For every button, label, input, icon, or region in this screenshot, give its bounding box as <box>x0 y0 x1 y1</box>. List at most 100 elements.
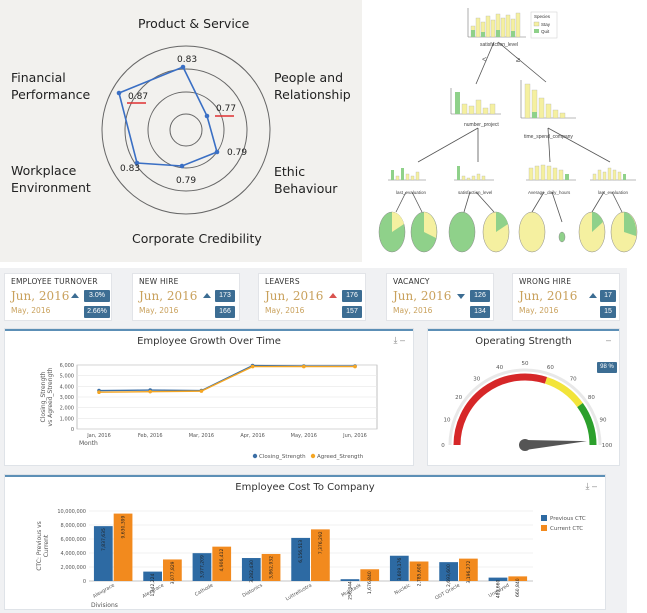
y-tick-label: 4,000,000 <box>61 551 86 557</box>
kpi-title: VACANCY <box>393 277 430 286</box>
tree-edge <box>475 41 495 85</box>
x-axis-label: Month <box>79 440 98 447</box>
x-tick-label: Luttrellustra <box>285 583 313 603</box>
tree-edge <box>591 191 605 213</box>
bar-current-ctc <box>113 513 133 581</box>
radar-label-financial: Financial Performance <box>11 70 91 102</box>
radar-polygon <box>118 65 218 167</box>
tree-node-satisfaction-2: satisfaction_level <box>454 166 494 195</box>
kpi-current-month: Jun, 2016 <box>11 289 70 303</box>
tree-node-daily-hours: Average_daily_hours <box>526 164 576 195</box>
radar-ring-core <box>169 113 203 147</box>
panel-tools[interactable]: – <box>605 335 611 345</box>
tree-edge <box>417 127 479 163</box>
y-tick-label: 1,000 <box>60 416 74 422</box>
panel-header: Operating Strength – <box>428 329 619 349</box>
radar-point <box>204 113 210 119</box>
growth-line-chart: 0 1,000 2,000 3,000 4,000 5,000 6,000 Jan, 2016… <box>40 363 378 460</box>
radar-label-ethic: Ethic Behaviour <box>274 164 338 196</box>
kpi-card-vacancy[interactable]: VACANCY Jun, 2016 May, 2016 126 134 <box>386 273 494 321</box>
tree-legend-title: Species <box>534 14 551 19</box>
legend-label: Agreed_Strength <box>317 454 364 460</box>
tree-edge <box>395 191 407 213</box>
bar-current-ctc <box>508 576 528 581</box>
kpi-title: WRONG HIRE <box>519 277 572 286</box>
data-point <box>353 364 357 369</box>
bar-data-label: 2,785,600 <box>417 563 423 586</box>
trend-down-icon <box>457 294 465 299</box>
radar-chart-panel: Product & Service Financial Performance … <box>0 0 362 262</box>
gauge-value-badge: 98 % <box>597 362 617 373</box>
radar-point <box>134 160 140 166</box>
kpi-current-month: Jun, 2016 <box>139 289 198 303</box>
leaf-pie-slice <box>424 212 437 238</box>
y-tick-label: 10,000,000 <box>57 509 86 515</box>
decision-tree-panel: < ≥ satisfaction_level Species Stay Quit <box>366 0 647 262</box>
tree-edge <box>411 191 423 213</box>
tree-edge <box>497 41 547 83</box>
radar-point <box>214 149 220 155</box>
kpi-current-month: Jun, 2016 <box>265 289 324 303</box>
kpi-card-wrong-hire[interactable]: WRONG HIRE Jun, 2016 May, 2016 17 15 <box>512 273 620 321</box>
bar-previous-ctc <box>241 558 261 581</box>
bar-data-label: 1,676,840 <box>367 571 373 594</box>
gauge-tick-label: 60 <box>547 365 554 371</box>
radar-point <box>116 90 122 96</box>
data-point <box>148 389 152 394</box>
y-tick-label: 5,000 <box>60 374 74 380</box>
x-tick-label: Jan, 2016 <box>86 433 111 439</box>
tree-node-root: satisfaction_level <box>467 8 526 48</box>
tree-legend: Species Stay Quit <box>530 11 558 39</box>
kpi-previous-value: 2.66% <box>84 306 110 318</box>
kpi-current-value: 173 <box>215 290 235 302</box>
gauge-tick-label: 90 <box>599 418 606 424</box>
x-tick-label: Nucleic <box>393 582 411 596</box>
bar-previous-ctc <box>389 555 409 581</box>
x-tick-label: Mar, 2016 <box>189 433 214 439</box>
bar-data-label: 2,693,600 <box>446 564 452 587</box>
legend-marker <box>310 453 316 459</box>
panel-tools[interactable]: ⤓ – <box>585 481 597 491</box>
bar-data-label: 3,077,829 <box>170 561 176 584</box>
y-tick-label: 6,000 <box>60 363 74 369</box>
y-tick-label: 2,000,000 <box>61 565 86 571</box>
bar-current-ctc <box>360 569 380 581</box>
x-tick-label: Diatonics <box>241 582 264 599</box>
tree-node-label: satisfaction_level <box>458 190 492 195</box>
trend-up-icon <box>203 293 211 298</box>
series-line-agreed-strength <box>98 365 355 393</box>
panel-header: Employee Cost To Company ⤓ – <box>5 475 605 495</box>
radar-ring-middle <box>124 68 248 192</box>
y-axis-label: vs Agreed_Strength <box>47 367 54 426</box>
radar-value-ethic: 0.79 <box>227 148 248 158</box>
kpi-card-new-hire[interactable]: NEW HIRE Jun, 2016 May, 2016 173 166 <box>132 273 240 321</box>
kpi-title: LEAVERS <box>265 277 300 286</box>
kpi-card-leavers[interactable]: LEAVERS Jun, 2016 May, 2016 176 157 <box>258 273 366 321</box>
gauge-band <box>453 373 548 446</box>
radar-point <box>179 163 185 169</box>
y-axis-label: Current <box>43 534 50 557</box>
tree-node-label: Average_daily_hours <box>528 190 571 195</box>
gauge-tick-label: 30 <box>473 377 480 383</box>
bar-current-ctc <box>261 553 281 581</box>
kpi-previous-month: May, 2016 <box>519 306 559 315</box>
gauge-tick-label: 10 <box>444 418 451 424</box>
y-axis-label: Closing_Strength <box>40 371 47 422</box>
gauge-tick-label: 40 <box>496 365 503 371</box>
bar-data-label: 7,376,292 <box>318 531 324 554</box>
radar-value-workplace: 0.83 <box>120 164 141 174</box>
data-point <box>250 364 255 369</box>
tree-node-label: satisfaction_level <box>480 42 518 48</box>
data-point <box>302 364 306 369</box>
gauge-needle <box>524 440 587 450</box>
tree-node-label: last_evaluation <box>598 190 629 195</box>
bar-previous-ctc <box>143 571 163 581</box>
kpi-card-turnover[interactable]: EMPLOYEE TURNOVER Jun, 2016 May, 2016 3.… <box>4 273 112 321</box>
trend-up-icon <box>589 293 597 298</box>
leaf-pie-slice <box>592 212 603 232</box>
x-tick-label: Feb, 2016 <box>138 433 163 439</box>
panel-tools[interactable]: ⤓ – <box>393 335 405 345</box>
leaf-pie <box>518 211 546 253</box>
leaf-pie <box>448 211 476 253</box>
radar-point <box>180 64 186 70</box>
